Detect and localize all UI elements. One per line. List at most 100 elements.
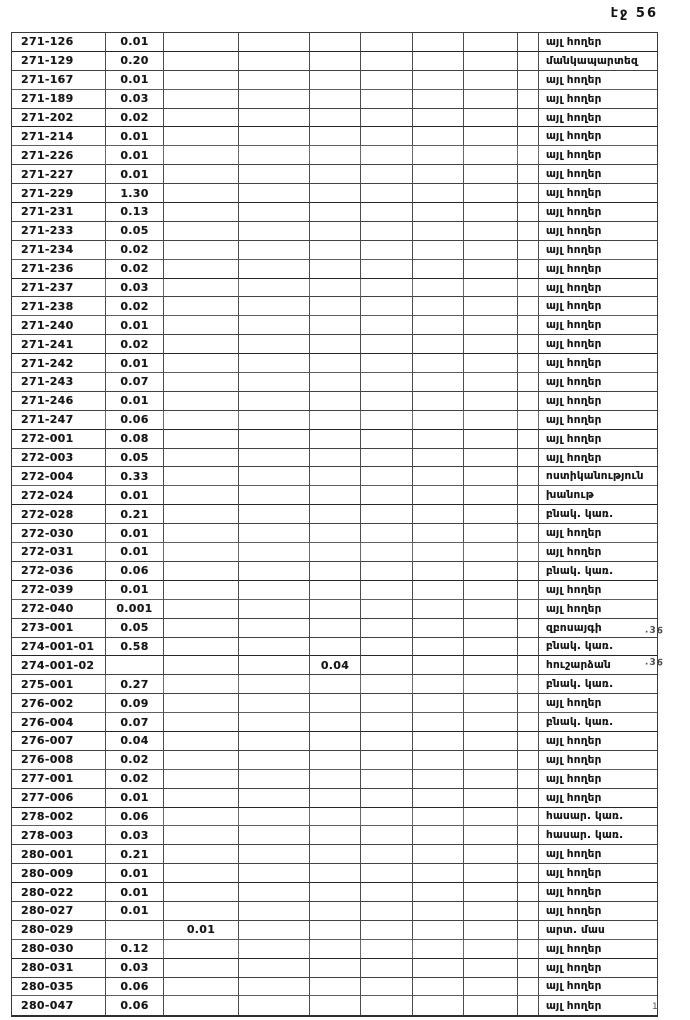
value-cell: 1.30 [106,184,164,204]
empty-cell [464,788,518,808]
empty-cell [310,694,361,714]
empty-cell [361,89,413,109]
empty-cell [518,297,539,317]
empty-cell [310,448,361,468]
empty-cell [164,561,239,581]
label-cell: այլ հողեր [539,978,657,997]
code-cell: 272-040 [12,599,106,619]
empty-cell [518,429,539,449]
value-cell: 0.21 [106,505,164,525]
label-cell: այլ հողեր [539,109,657,128]
empty-cell [464,221,518,241]
empty-cell [164,278,239,298]
empty-cell [164,864,239,884]
empty-cell [413,883,464,902]
empty-cell [518,391,539,411]
empty-cell [239,240,310,260]
empty-cell [413,467,464,487]
empty-cell [361,240,413,260]
value-cell: 0.01 [106,901,164,921]
empty-cell [464,33,518,52]
empty-cell [413,51,464,71]
empty-cell [464,656,518,676]
empty-cell [361,561,413,581]
empty-cell [164,599,239,619]
value-cell: 0.04 [106,731,164,751]
label-cell: այլ հողեր [539,203,657,222]
empty-cell [164,543,239,562]
empty-cell [239,977,310,997]
empty-cell [239,901,310,921]
empty-cell [413,184,464,204]
table-row: 271-243 0.07 այլ հողեր [12,373,657,392]
table-row: 272-039 0.01 այլ հողեր [12,580,657,600]
empty-cell [164,354,239,374]
margin-mark: .36 [644,625,665,637]
empty-cell [164,203,239,222]
empty-cell [361,977,413,997]
code-cell: 276-004 [12,713,106,732]
empty-cell [518,467,539,487]
value-cell: 0.03 [106,278,164,298]
empty-cell [361,51,413,71]
empty-cell [361,278,413,298]
empty-cell [518,146,539,166]
empty-cell [464,694,518,714]
empty-cell [310,713,361,732]
code-cell: 280-029 [12,920,106,940]
empty-cell [413,996,464,1016]
empty-cell [518,70,539,90]
empty-cell [361,656,413,676]
empty-cell [164,675,239,695]
empty-cell [413,278,464,298]
table-row: 271-229 1.30 այլ հողեր [12,184,657,204]
empty-cell [464,70,518,90]
empty-cell [310,33,361,52]
empty-cell [464,939,518,959]
empty-cell [464,486,518,506]
empty-cell [164,335,239,355]
empty-cell [413,165,464,185]
empty-cell [464,826,518,846]
empty-cell [361,297,413,317]
empty-cell [518,165,539,185]
empty-cell [239,920,310,940]
empty-cell [239,750,310,770]
empty-cell [518,618,539,638]
table-row: 271-226 0.01 այլ հողեր [12,146,657,166]
empty-cell [518,203,539,222]
label-cell: այլ հողեր [539,524,657,544]
empty-cell [310,637,361,657]
table-row: 271-231 0.13 այլ հողեր [12,203,657,222]
empty-cell [361,486,413,506]
empty-cell [518,694,539,714]
empty-cell [310,958,361,978]
empty-cell [413,543,464,562]
empty-cell [164,807,239,827]
empty-cell [518,769,539,789]
empty-cell [310,505,361,525]
empty-cell [164,656,239,676]
empty-cell [464,996,518,1016]
empty-cell [518,316,539,336]
empty-cell [464,316,518,336]
empty-cell [164,750,239,770]
value-cell: 0.12 [106,939,164,959]
empty-cell [361,165,413,185]
empty-cell [518,127,539,147]
label-cell: այլ հողեր [539,127,657,147]
empty-cell [361,429,413,449]
table-row: 274-001-01 0.58 բնակ. կառ. [12,637,657,657]
empty-cell [413,599,464,619]
value-cell: 0.01 [106,580,164,600]
table-row: 271-241 0.02 այլ հողեր [12,335,657,355]
margin-mark: .36 [644,657,665,669]
label-cell: բնակ. կառ. [539,562,657,581]
empty-cell [239,165,310,185]
empty-cell [239,713,310,732]
empty-cell [413,826,464,846]
empty-cell [518,410,539,430]
code-cell: 271-129 [12,51,106,71]
empty-cell [239,580,310,600]
label-cell: այլ հողեր [539,600,657,619]
